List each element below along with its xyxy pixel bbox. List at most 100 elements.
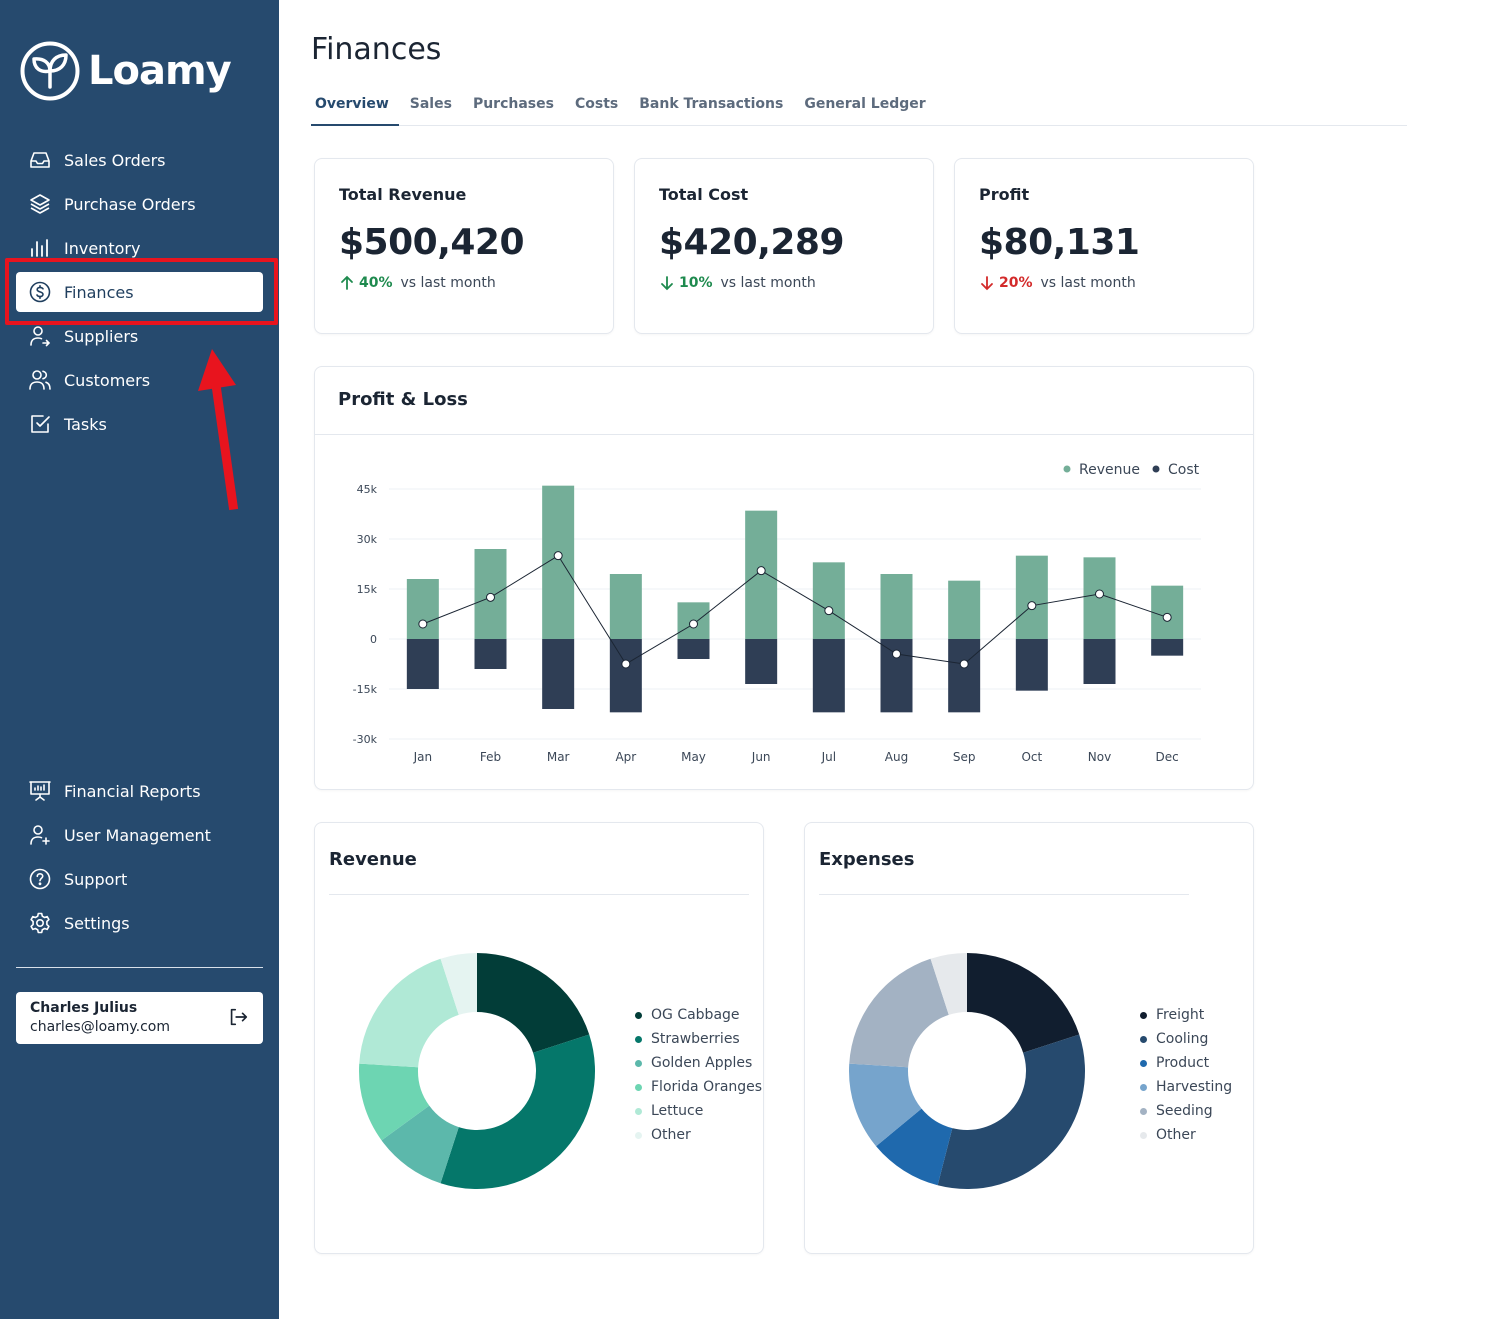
stat-label: Total Revenue — [339, 185, 467, 204]
nav-item-financial-reports[interactable]: Financial Reports — [16, 771, 263, 811]
logout-icon[interactable] — [227, 1006, 249, 1032]
y-tick-label: -15k — [353, 683, 378, 696]
tab-purchases[interactable]: Purchases — [472, 96, 554, 112]
donut-slice — [849, 958, 949, 1068]
bar-chart-icon — [28, 236, 52, 260]
page-title: Finances — [311, 32, 442, 67]
profit-loss-card: Profit & Loss 45k 30k 15k 0 -15k -30k Jan Feb Ma… — [314, 366, 1254, 790]
card-header: Profit & Loss — [315, 367, 1253, 435]
tab-costs[interactable]: Costs — [574, 96, 619, 112]
sidebar-divider — [16, 967, 263, 968]
tab-bank-transactions[interactable]: Bank Transactions — [639, 96, 784, 112]
nav-label: Support — [64, 869, 128, 889]
nav-item-suppliers[interactable]: Suppliers — [16, 316, 263, 356]
stat-change-percent: 10% — [679, 275, 713, 291]
user-card[interactable]: Charles Julius charles@loamy.com — [16, 992, 263, 1044]
legend-item: Lettuce — [635, 1099, 762, 1123]
profit-point — [1095, 589, 1104, 599]
revenue-legend: OG Cabbage Strawberries Golden Apples Flori… — [635, 1003, 762, 1147]
tab-sales[interactable]: Sales — [409, 96, 452, 112]
revenue-bar — [1151, 585, 1184, 639]
card-title: Revenue — [329, 849, 417, 870]
cost-bar — [1151, 639, 1184, 656]
y-tick-label: -30k — [353, 733, 378, 746]
revenue-bar — [948, 580, 981, 639]
nav-item-sales-orders[interactable]: Sales Orders — [16, 140, 263, 180]
donut-slice — [477, 953, 590, 1053]
nav-label: Suppliers — [64, 326, 139, 346]
legend-label: OG Cabbage — [651, 1007, 740, 1023]
stat-change-suffix: vs last month — [720, 275, 816, 291]
legend-label: Revenue — [1079, 462, 1140, 478]
legend-label: Cost — [1168, 462, 1200, 478]
user-arrow-icon — [28, 324, 52, 348]
legend-label: Florida Oranges — [651, 1079, 763, 1095]
nav-item-purchase-orders[interactable]: Purchase Orders — [16, 184, 263, 224]
inbox-icon — [28, 148, 52, 172]
nav-item-inventory[interactable]: Inventory — [16, 228, 263, 268]
revenue-bar — [812, 562, 845, 639]
x-tick-label: Jan — [413, 750, 433, 764]
x-tick-label: Jul — [821, 750, 836, 764]
nav-item-settings[interactable]: Settings — [16, 903, 263, 943]
legend-label: Seeding — [1156, 1103, 1213, 1119]
revenue-bar — [880, 574, 913, 639]
donut-slice — [849, 1063, 922, 1147]
help-circle-icon — [28, 867, 52, 891]
nav-item-tasks[interactable]: Tasks — [16, 404, 263, 444]
nav-item-finances[interactable]: Finances — [16, 272, 263, 312]
profit-point — [621, 659, 631, 669]
x-tick-label: Sep — [953, 750, 976, 764]
x-tick-label: Nov — [1088, 750, 1111, 764]
legend-item: OG Cabbage — [635, 1003, 762, 1027]
x-tick-label: Oct — [1021, 750, 1042, 764]
stat-change: 20% vs last month — [979, 275, 1229, 291]
revenue-bar — [406, 579, 439, 639]
presentation-icon — [28, 779, 52, 803]
arrow-down-icon — [661, 276, 673, 291]
legend-item: Cooling — [1140, 1027, 1232, 1051]
tab-bar: Overview Sales Purchases Costs Bank Tran… — [311, 86, 1407, 126]
nav-item-customers[interactable]: Customers — [16, 360, 263, 400]
stat-value: $420,289 — [659, 222, 845, 263]
cost-bar — [677, 639, 710, 659]
legend-item: Freight — [1140, 1003, 1232, 1027]
card-title: Profit & Loss — [338, 389, 468, 410]
revenue-bar — [1015, 555, 1048, 639]
x-tick-label: May — [681, 750, 706, 764]
donut-slice — [359, 958, 459, 1068]
stat-change: 40% vs last month — [339, 275, 589, 291]
x-tick-label: Dec — [1156, 750, 1179, 764]
x-tick-label: Feb — [480, 750, 501, 764]
nav-label: Financial Reports — [64, 781, 201, 801]
legend-dot — [1063, 465, 1071, 473]
donut-slice — [937, 1034, 1085, 1189]
expenses-legend: Freight Cooling Product Harvesting Seeding Ot… — [1140, 1003, 1232, 1147]
user-plus-icon — [28, 823, 52, 847]
legend-item: Strawberries — [635, 1027, 762, 1051]
profit-point — [1027, 601, 1037, 611]
donut-slice — [359, 1063, 430, 1141]
x-tick-label: Mar — [547, 750, 570, 764]
profit-loss-chart: 45k 30k 15k 0 -15k -30k Jan Feb Mar Apr May Jun Jul A… — [353, 462, 1201, 764]
tab-general-ledger[interactable]: General Ledger — [804, 96, 926, 112]
cost-bar — [948, 639, 981, 713]
legend-item: Product — [1140, 1051, 1232, 1075]
profit-point — [689, 619, 698, 629]
sprout-logo-icon — [20, 41, 80, 101]
sidebar: Loamy Sales Orders Purchase Orders Inven… — [0, 0, 279, 1319]
legend-label: Harvesting — [1156, 1079, 1233, 1095]
profit-point — [892, 649, 901, 659]
profit-line — [422, 554, 1168, 665]
cost-bar — [474, 639, 507, 669]
nav-item-user-management[interactable]: User Management — [16, 815, 263, 855]
revenue-donut-chart — [359, 953, 595, 1189]
cost-bar — [609, 639, 642, 713]
nav-item-support[interactable]: Support — [16, 859, 263, 899]
legend-label: Cooling — [1156, 1031, 1209, 1047]
brand-logo[interactable]: Loamy — [20, 41, 232, 101]
legend-label: Golden Apples — [651, 1055, 753, 1071]
tab-overview[interactable]: Overview — [311, 86, 399, 126]
expenses-card: Expenses Freight Cooling Product Harvesting… — [804, 822, 1254, 1254]
legend-item: Seeding — [1140, 1099, 1232, 1123]
